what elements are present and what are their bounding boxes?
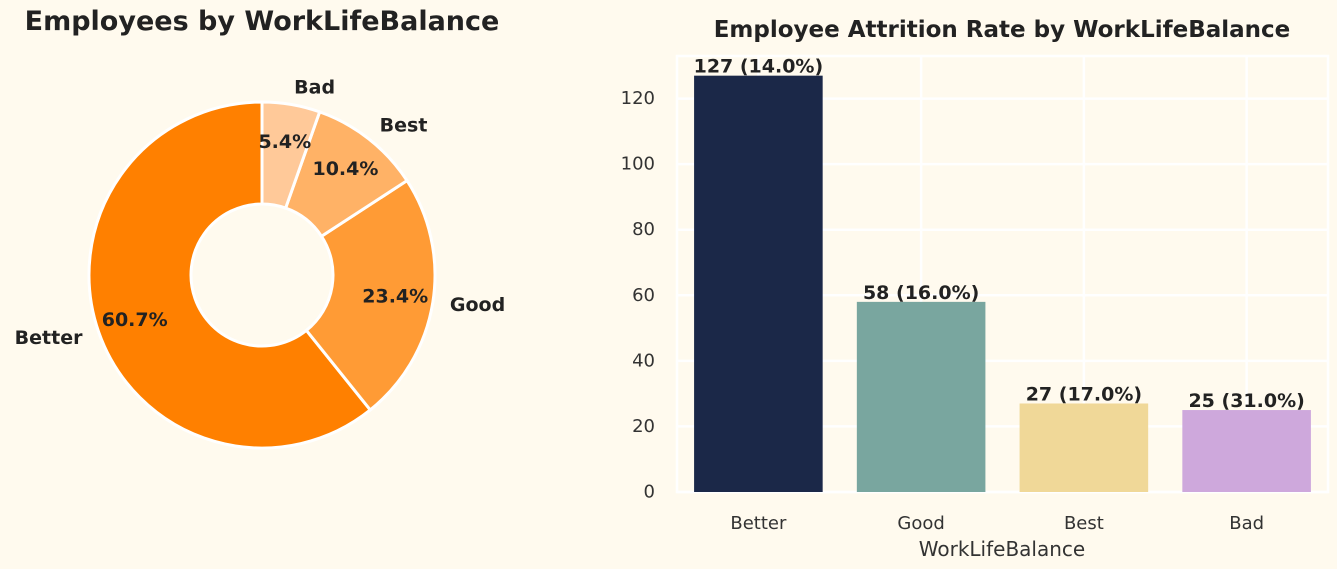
bar-yticks: 0 20 40 60 80 100 120 (621, 88, 655, 502)
bar-value-label-best: 27 (17.0%) (1026, 383, 1142, 405)
pie-label-good: Good (450, 294, 505, 316)
pie-chart: Employees by WorkLifeBalance Better 60.7%… (15, 6, 506, 450)
bar-xlabel: WorkLifeBalance (919, 537, 1085, 561)
x-tick-best: Best (1064, 513, 1104, 534)
pie-title: Employees by WorkLifeBalance (25, 6, 500, 37)
plot-frame (675, 54, 1330, 494)
bar-bars (694, 75, 1311, 492)
bar-value-label-bad: 25 (31.0%) (1188, 390, 1304, 412)
bar-value-label-better: 127 (14.0%) (694, 56, 824, 78)
bar-bad (1182, 410, 1311, 492)
y-tick-40: 40 (632, 350, 655, 371)
pie-label-better: Better (15, 327, 83, 349)
y-tick-80: 80 (632, 219, 655, 240)
y-tick-20: 20 (632, 416, 655, 437)
bar-better (694, 75, 823, 492)
bar-xticks: Better Good Best Bad (730, 513, 1264, 534)
pie-label-bad: Bad (294, 76, 335, 98)
pie-percent-best: 10.4% (312, 158, 378, 180)
pie-slice-bad (260, 100, 322, 210)
x-tick-better: Better (730, 513, 787, 534)
x-tick-bad: Bad (1229, 513, 1264, 534)
y-tick-0: 0 (644, 482, 655, 503)
pie-slices (87, 100, 437, 450)
bar-best (1019, 403, 1149, 492)
x-tick-good: Good (897, 513, 944, 534)
y-tick-120: 120 (621, 88, 655, 109)
y-tick-60: 60 (632, 285, 655, 306)
pie-slice-better (87, 100, 373, 450)
pie-percent-bad: 5.4% (258, 131, 311, 153)
bar-texts: 127 (14.0%) 58 (16.0%) 27 (17.0%) 25 (31.0%… (694, 56, 1305, 412)
bar-chart: Employee Attrition Rate by WorkLifeBalan… (621, 17, 1330, 561)
bar-title: Employee Attrition Rate by WorkLifeBalan… (714, 17, 1291, 43)
bar-good (856, 301, 986, 492)
pie-percent-good: 23.4% (362, 285, 428, 307)
pie-slice-good (304, 178, 437, 413)
y-tick-100: 100 (621, 154, 655, 175)
bar-value-label-good: 58 (16.0%) (863, 282, 979, 304)
pie-label-best: Best (380, 114, 428, 136)
pie-percent-better: 60.7% (102, 309, 168, 331)
